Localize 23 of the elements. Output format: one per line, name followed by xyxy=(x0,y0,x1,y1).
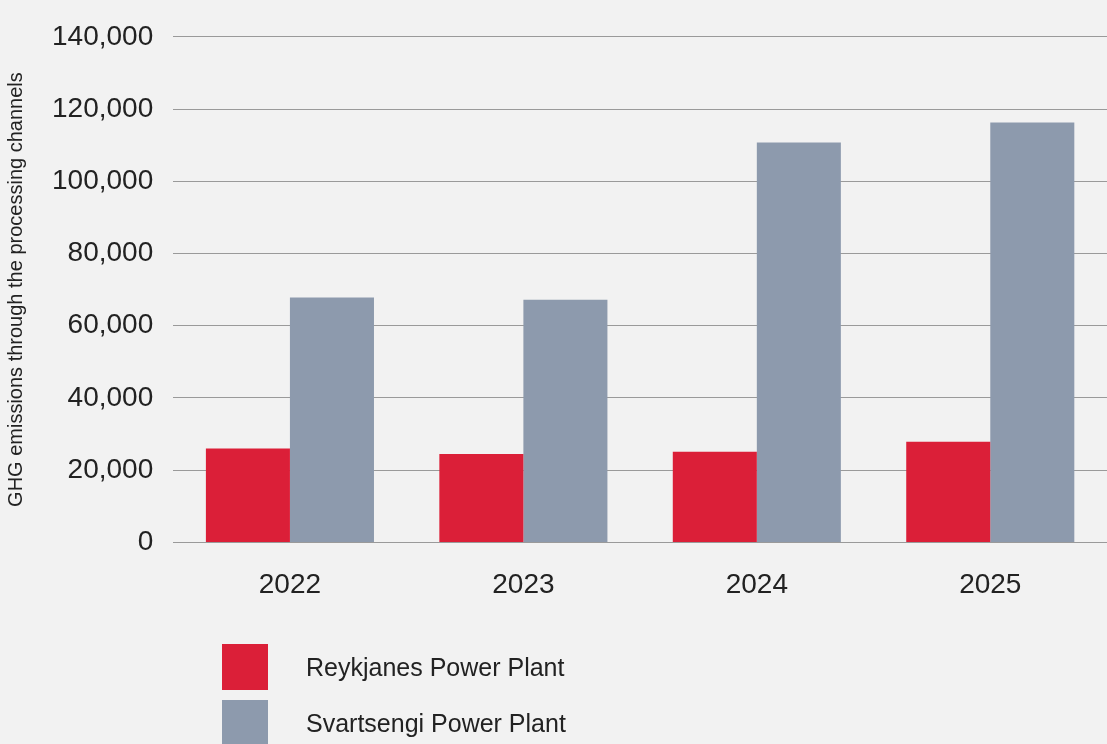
bar xyxy=(990,122,1075,542)
y-tick-label: 80,000 xyxy=(67,236,154,268)
bar xyxy=(672,451,757,542)
y-tick-label: 100,000 xyxy=(51,163,154,195)
bar xyxy=(205,448,290,542)
x-tick-label: 2025 xyxy=(959,567,1022,599)
y-tick-label: 20,000 xyxy=(67,452,154,484)
y-tick-label: 40,000 xyxy=(67,380,154,412)
y-tick-label: 140,000 xyxy=(51,19,154,51)
y-tick-label: 60,000 xyxy=(67,308,154,340)
y-tick-label: 120,000 xyxy=(51,91,154,123)
bar xyxy=(289,297,374,542)
x-tick-label: 2023 xyxy=(492,567,555,599)
bar xyxy=(523,299,608,542)
bar xyxy=(756,142,841,542)
bar xyxy=(439,453,524,542)
legend-label: Reykjanes Power Plant xyxy=(306,652,565,682)
x-tick-label: 2022 xyxy=(258,567,322,599)
x-tick-label: 2024 xyxy=(725,567,788,599)
legend-label: Svartsengi Power Plant xyxy=(306,708,566,738)
y-tick-label: 0 xyxy=(137,525,154,557)
y-axis-title: GHG emissions through the processing channels xyxy=(3,72,26,507)
bar xyxy=(906,441,991,542)
